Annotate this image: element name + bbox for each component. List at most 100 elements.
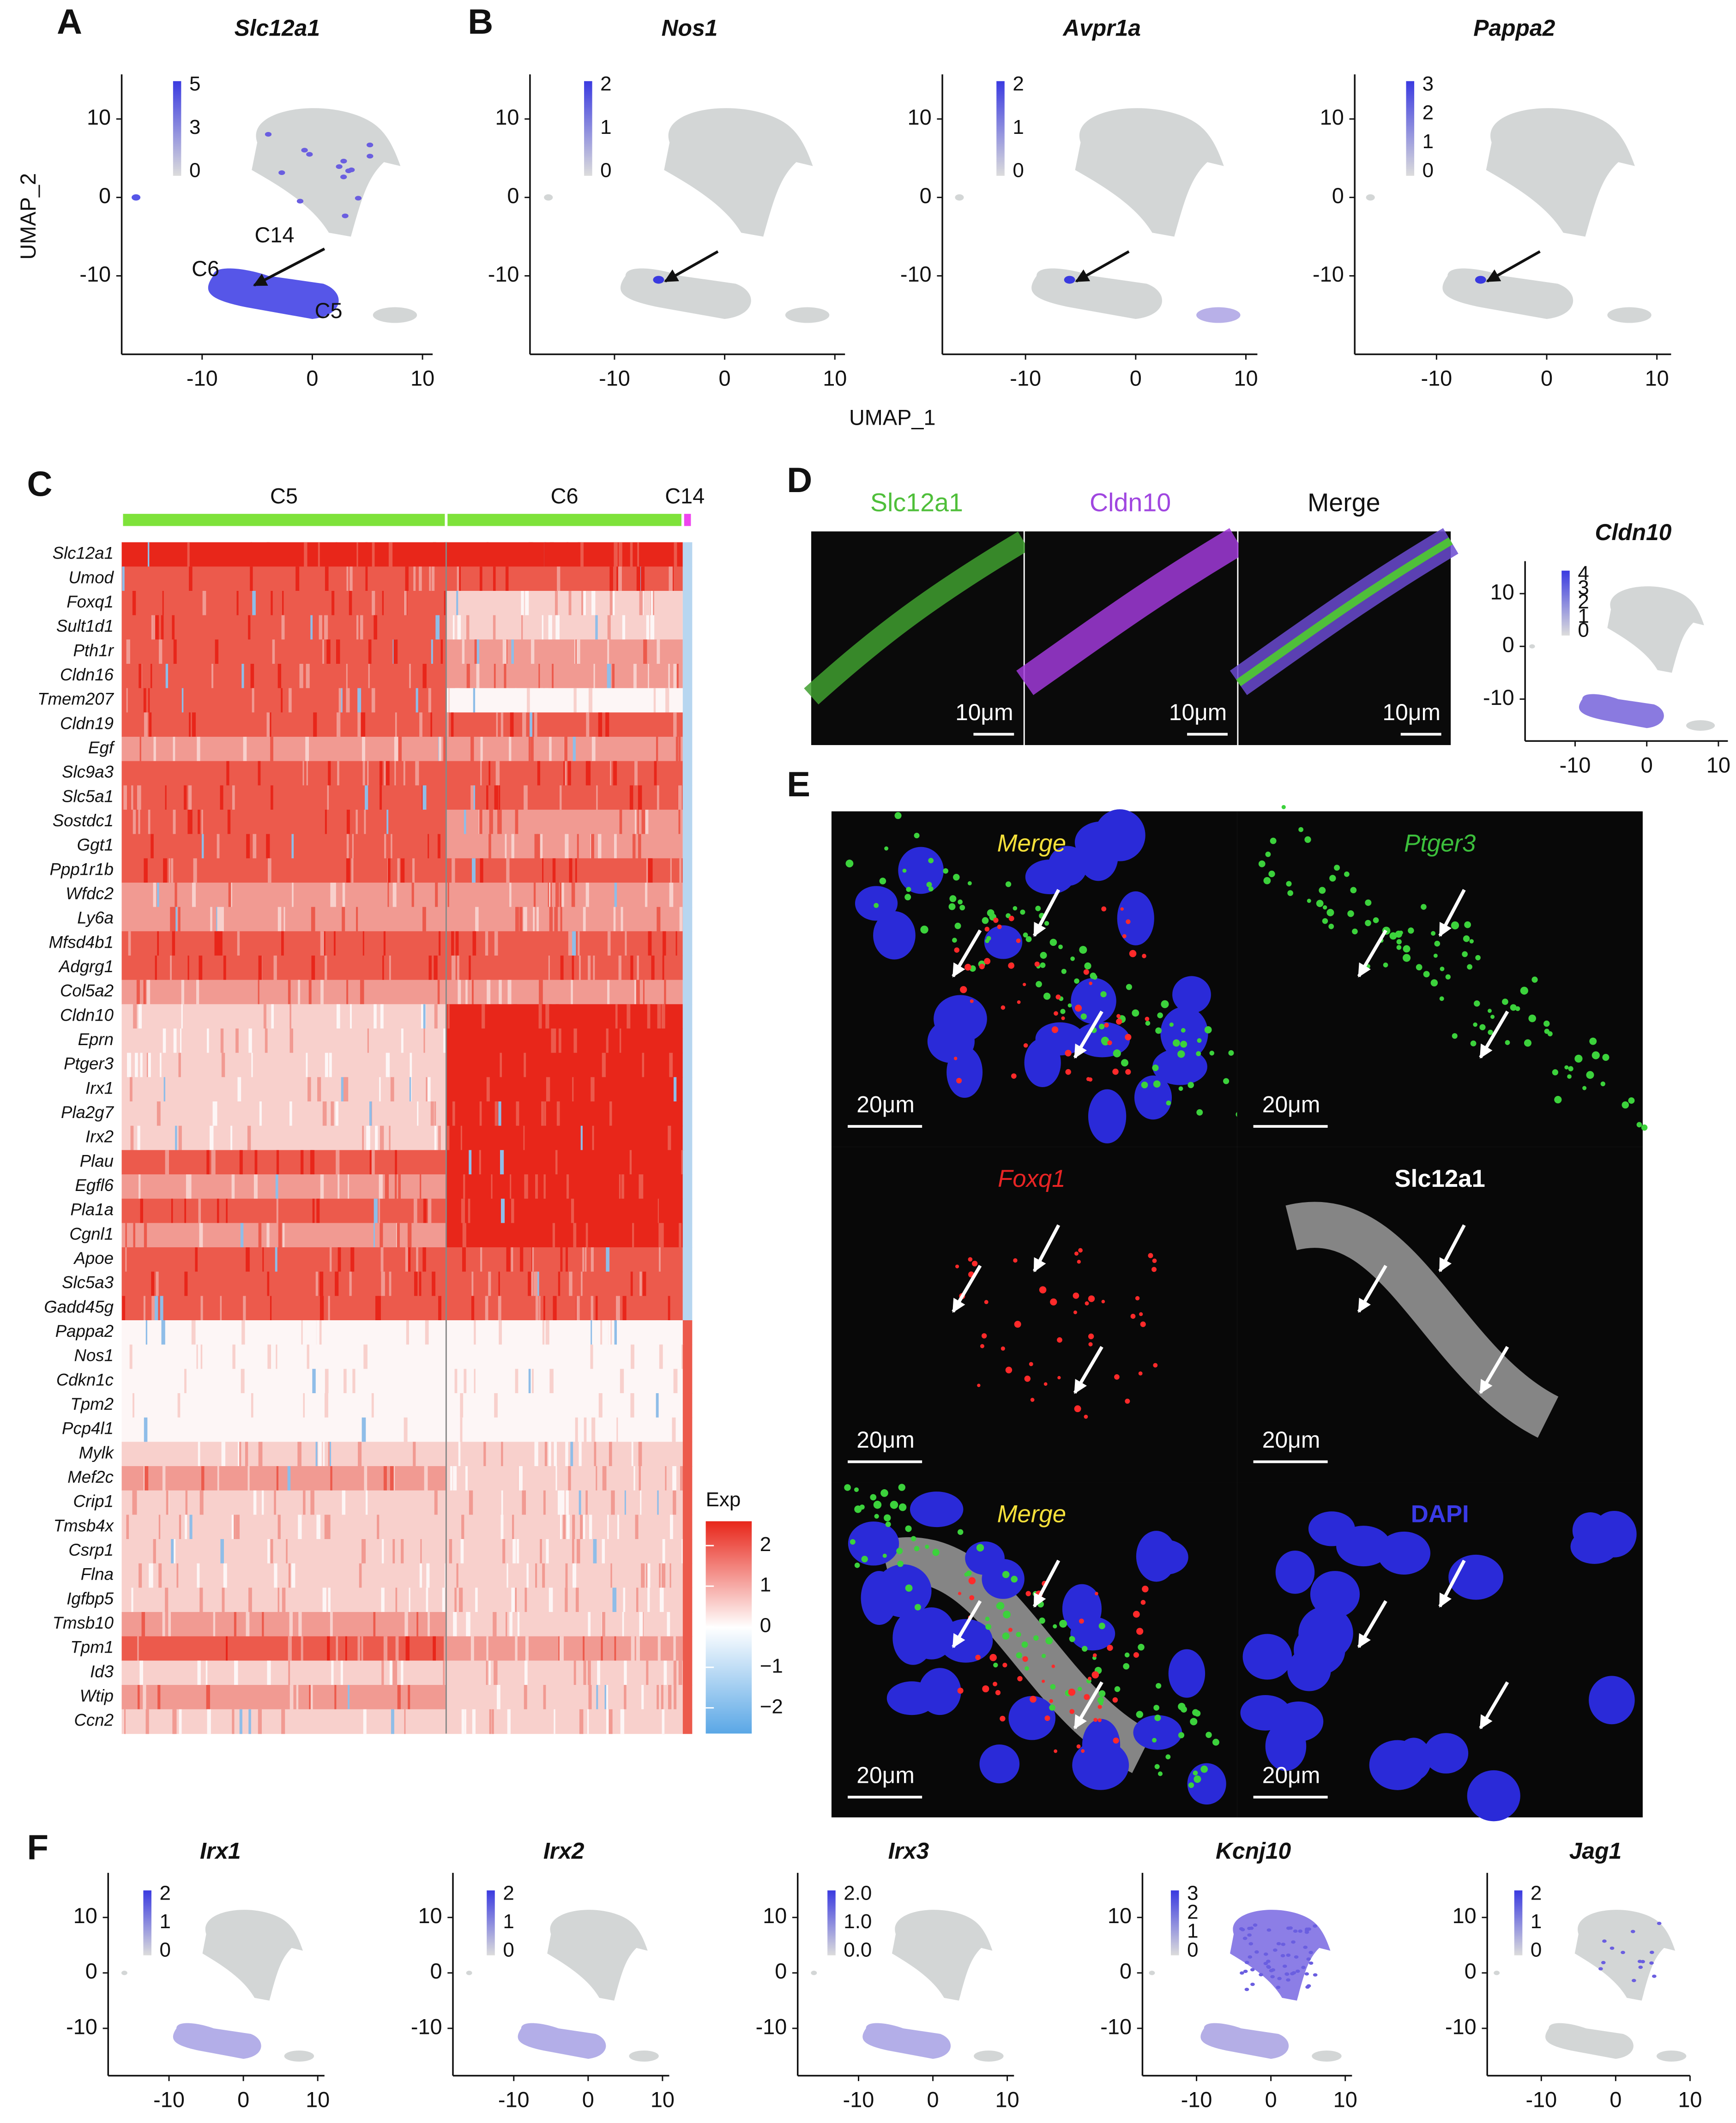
heatmap-stripe: [645, 1223, 647, 1248]
puncta: [949, 895, 957, 902]
heatmap-stripe: [496, 1685, 500, 1710]
plot-title: Cldn10: [1595, 519, 1671, 545]
heatmap-stripe: [176, 1563, 179, 1588]
legend-label: 2: [1187, 1901, 1198, 1924]
heatmap-stripe: [588, 1320, 592, 1345]
heatmap-stripe: [475, 907, 479, 932]
gene-label: Foxq1: [66, 592, 114, 611]
heatmap-stripe: [237, 931, 240, 956]
heatmap-stripe: [283, 1223, 285, 1248]
heatmap-stripe: [258, 761, 261, 786]
heatmap-stripe: [447, 1004, 450, 1029]
puncta: [1061, 968, 1067, 974]
heatmap-stripe: [577, 1539, 580, 1564]
channel-label: Ptger3: [1404, 830, 1476, 857]
heatmap-stripe: [610, 761, 612, 786]
heatmap-stripe: [637, 955, 639, 980]
puncta: [1045, 1637, 1053, 1645]
heatmap-stripe: [377, 1515, 380, 1540]
heatmap-stripe: [583, 1660, 586, 1685]
heatmap-stripe: [486, 1077, 490, 1102]
heatmap-cell: [682, 1077, 693, 1102]
legend-label: 0: [503, 1939, 514, 1961]
gene-label: Igfbp5: [66, 1589, 114, 1608]
puncta: [1344, 871, 1350, 877]
heatmap-stripe: [446, 712, 448, 737]
heatmap-stripe: [435, 615, 440, 640]
heatmap-stripe: [419, 566, 422, 591]
plot-title: Kcnj10: [1216, 1838, 1291, 1864]
heatmap-stripe: [555, 882, 559, 908]
heatmap-stripe: [487, 980, 491, 1005]
puncta: [1475, 955, 1481, 961]
heatmap-stripe: [414, 1271, 418, 1297]
heatmap-stripe: [341, 1077, 344, 1102]
gene-label: Crip1: [73, 1492, 114, 1511]
heatmap-stripe: [236, 1369, 241, 1394]
heatmap-stripe: [488, 1320, 493, 1345]
heatmap-stripe: [221, 1369, 224, 1394]
heatmap-stripe: [493, 566, 496, 591]
heatmap-cell: [121, 1636, 446, 1661]
heatmap-stripe: [493, 1612, 497, 1637]
heatmap-stripe: [561, 882, 564, 908]
heatmap-stripe: [633, 1466, 635, 1491]
heatmap-stripe: [213, 1150, 216, 1175]
heatmap-stripe: [197, 1660, 201, 1685]
heatmap-stripe: [470, 785, 474, 810]
micrograph: [1237, 811, 1643, 1147]
nucleus: [1591, 1510, 1637, 1558]
heatmap-stripe: [374, 1004, 377, 1029]
heatmap-stripe: [470, 1636, 474, 1661]
heatmap-stripe: [681, 1344, 684, 1370]
heatmap-stripe: [468, 1198, 470, 1224]
gene-label: Col5a2: [60, 981, 114, 1000]
heatmap-stripe: [417, 1101, 419, 1126]
cluster-small: [1196, 307, 1241, 323]
y-tick-label: 10: [1453, 1904, 1477, 1928]
heatmap-stripe: [263, 1004, 266, 1029]
heatmap-stripe: [489, 1660, 491, 1685]
heatmap-stripe: [391, 834, 392, 859]
heatmap-stripe: [447, 1125, 450, 1151]
puncta: [1396, 939, 1402, 944]
heatmap-stripe: [492, 1709, 494, 1734]
heatmap-stripe: [524, 1052, 526, 1078]
heatmap-stripe: [161, 1320, 165, 1345]
puncta: [1151, 1267, 1157, 1272]
heatmap-stripe: [288, 1636, 292, 1661]
cluster-low: [1200, 2023, 1289, 2059]
puncta: [905, 1584, 913, 1592]
heatmap-stripe: [266, 712, 270, 737]
umap-cells: [1529, 586, 1715, 731]
heatmap-stripe: [452, 1101, 455, 1126]
heatmap-stripe: [468, 1077, 472, 1102]
heatmap-stripe: [645, 809, 649, 835]
heatmap-stripe: [419, 712, 422, 737]
heatmap-stripe: [568, 931, 573, 956]
puncta: [1130, 1314, 1136, 1319]
heatmap-stripe: [475, 1588, 478, 1612]
puncta: [1452, 1033, 1458, 1039]
heatmap-stripe: [325, 1369, 329, 1394]
puncta: [1033, 1635, 1039, 1641]
scale-bar-label: 20μm: [1262, 1762, 1320, 1788]
heatmap-stripe: [235, 1028, 239, 1053]
puncta: [986, 936, 991, 941]
heatmap-cell: [121, 1004, 446, 1029]
heatmap-stripe: [223, 955, 226, 980]
heatmap-stripe: [359, 1563, 362, 1588]
heatmap-stripe: [276, 1198, 278, 1224]
heatmap-stripe: [289, 1685, 294, 1710]
heatmap-stripe: [378, 1198, 380, 1224]
heatmap-stripe: [494, 1393, 498, 1418]
heatmap-stripe: [247, 1125, 251, 1151]
puncta: [1022, 1656, 1028, 1662]
heatmap-stripe: [541, 1101, 544, 1126]
legend-label: 0: [760, 1614, 771, 1637]
heatmap-stripe: [324, 1515, 327, 1540]
heatmap-stripe: [206, 1150, 210, 1175]
heatmap-cell: [121, 712, 446, 737]
heatmap-stripe: [509, 1612, 512, 1637]
legend-gradient: [143, 1890, 151, 1955]
